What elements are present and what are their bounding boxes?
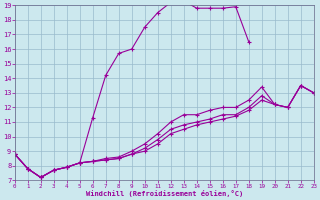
X-axis label: Windchill (Refroidissement éolien,°C): Windchill (Refroidissement éolien,°C) bbox=[86, 190, 243, 197]
